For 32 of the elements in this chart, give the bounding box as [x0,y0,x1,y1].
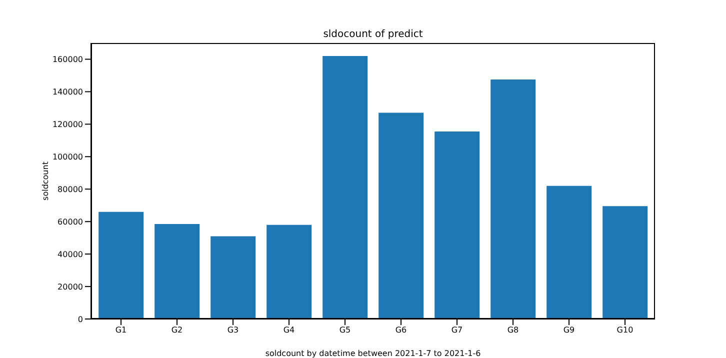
y-tick-label: 160000 [52,55,83,64]
x-tick-label: G1 [115,326,127,335]
y-tick-label: 40000 [58,250,83,259]
bar [154,224,200,319]
x-tick-label: G10 [616,326,634,335]
x-tick-label: G4 [283,326,295,335]
bar [434,131,480,319]
y-tick-label: 120000 [52,120,83,130]
y-tick-label: 80000 [58,184,83,194]
bar [322,56,368,319]
bar [546,186,592,319]
x-tick-label: G7 [451,326,463,335]
y-axis-title: soldcount [40,162,50,200]
bar [490,80,536,319]
y-tick-label: 100000 [52,152,83,162]
chart-title: sldocount of predict [322,29,424,40]
y-tick-label: 140000 [52,88,83,97]
bar [210,236,256,319]
y-tick-label: 0 [78,314,83,324]
y-tick-label: 60000 [58,217,83,226]
x-axis-title: soldcount by datetime between 2021-1-7 to 2021-1-6 [265,349,481,358]
x-tick-label: G6 [395,326,407,335]
bar [266,224,312,319]
x-tick-label: G5 [339,326,351,335]
x-tick-label: G8 [507,326,519,335]
bar [378,112,424,319]
bar [602,206,648,319]
x-tick-label: G3 [227,326,239,335]
x-tick-label: G2 [171,326,183,335]
y-tick-label: 20000 [58,282,83,292]
x-tick-label: G9 [563,326,575,335]
bar [98,212,144,319]
